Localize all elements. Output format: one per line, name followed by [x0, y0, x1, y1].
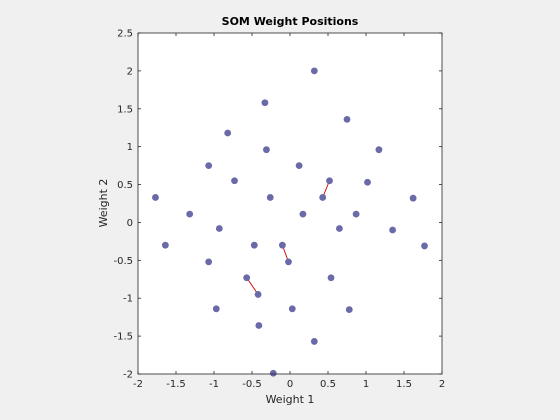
x-tick-label: 0.5 — [320, 379, 336, 390]
x-tick-label: 1 — [363, 379, 369, 390]
neuron-point — [254, 291, 262, 298]
y-tick-label: 2.5 — [117, 29, 133, 40]
neuron-point — [231, 177, 238, 185]
y-tick-label: 1 — [127, 142, 133, 153]
plot-area — [138, 33, 442, 374]
neuron-point — [343, 115, 351, 123]
neuron-point — [279, 241, 286, 249]
y-tick-label: 0.5 — [117, 180, 133, 191]
y-tick-label: -0.5 — [113, 256, 133, 267]
x-tick-label: -0.5 — [242, 379, 262, 390]
neuron-point — [327, 274, 335, 282]
neuron-point — [288, 305, 296, 313]
neuron-point — [409, 194, 417, 202]
y-tick-label: 2 — [127, 66, 133, 77]
neuron-point — [326, 177, 333, 185]
neuron-point — [389, 226, 396, 234]
x-tick-label: 2 — [439, 379, 445, 390]
y-tick-label: 1.5 — [117, 104, 133, 115]
neuron-point — [255, 322, 263, 329]
chart-title: SOM Weight Positions — [222, 15, 359, 28]
y-tick-label: 0 — [127, 218, 133, 229]
y-tick-label: -1.5 — [113, 332, 133, 343]
x-tick-label: -1 — [209, 379, 219, 390]
neuron-point — [375, 146, 383, 154]
neuron-point — [205, 162, 213, 170]
neuron-point — [319, 194, 327, 201]
y-axis: -2 -1.5 -1 -0.5 0 0.5 1 1.5 2 2.5 — [113, 29, 442, 381]
neuron-point — [224, 129, 232, 137]
neuron-point — [269, 369, 277, 377]
x-tick-label: 1.5 — [396, 379, 412, 390]
neuron-point — [336, 225, 343, 232]
neuron-point — [215, 225, 223, 232]
x-tick-label: 0 — [287, 379, 293, 390]
neuron-point — [310, 338, 318, 345]
x-tick-label: -1.5 — [166, 379, 186, 390]
neuron-point — [421, 242, 428, 250]
neuron-point — [205, 258, 213, 266]
x-axis-label: Weight 1 — [266, 393, 315, 406]
neuron-point — [310, 67, 318, 75]
neuron-point — [250, 241, 258, 249]
neuron-point — [266, 194, 274, 201]
x-tick-label: -2 — [133, 379, 143, 390]
point-layer — [152, 67, 428, 377]
y-tick-label: -1 — [123, 294, 133, 305]
neuron-point — [243, 274, 251, 282]
neuron-point — [212, 305, 220, 313]
neuron-point — [161, 241, 169, 249]
neuron-point — [364, 178, 371, 186]
neuron-point — [345, 306, 353, 313]
neuron-point — [352, 210, 360, 218]
neuron-point — [299, 210, 307, 218]
neuron-point — [295, 162, 303, 170]
y-axis-label: Weight 2 — [97, 179, 110, 228]
neuron-point — [263, 146, 270, 154]
neuron-point — [186, 210, 194, 218]
y-tick-label: -2 — [123, 370, 133, 381]
x-axis: -2 -1.5 -1 -0.5 0 0.5 1 1.5 2 — [133, 33, 445, 390]
neuron-point — [261, 99, 269, 107]
neuron-point — [285, 258, 292, 266]
neuron-point — [152, 194, 159, 201]
